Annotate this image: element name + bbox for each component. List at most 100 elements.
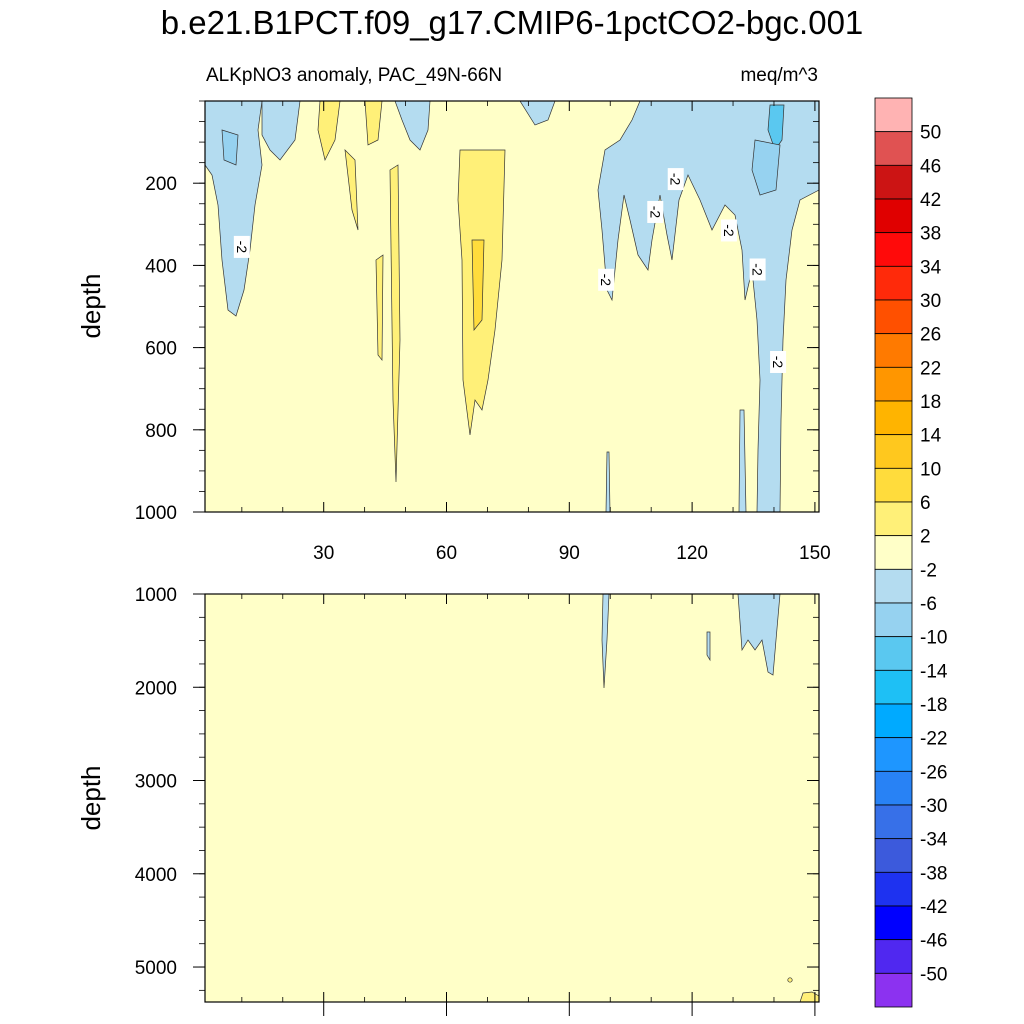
contour-label: -2 — [233, 235, 250, 258]
contour-region-positive-e — [389, 164, 401, 483]
colorbar-label: 30 — [920, 291, 941, 312]
contour-label-text: -2 — [721, 224, 737, 237]
colorbar-swatch — [874, 97, 913, 133]
colorbar-label: -46 — [920, 931, 947, 952]
lower-region-negative-a — [601, 594, 610, 689]
contour-label-text: -2 — [234, 241, 250, 254]
contour-region-positive-b — [344, 149, 359, 231]
colorbar-label: 22 — [920, 358, 941, 379]
contour-label-text: -2 — [668, 173, 684, 186]
y-tick-label: 5000 — [135, 958, 177, 979]
colorbar-swatch — [874, 232, 913, 267]
colorbar-label: -14 — [920, 661, 948, 682]
colorbar-label: -2 — [920, 560, 937, 581]
colorbar-swatch — [874, 703, 913, 739]
x-tick-label: 150 — [799, 543, 831, 564]
lower-panel-background — [205, 594, 819, 1002]
contour-label-bg — [598, 268, 615, 291]
upper-axis-ticks: 30 60 90 120 150 200 400 600 800 1000 — [135, 100, 831, 564]
y-tick-label: 1000 — [135, 585, 177, 606]
contour-label-text: -2 — [750, 263, 766, 276]
colorbar-swatch — [874, 972, 913, 1008]
colorbar-swatch — [874, 501, 913, 537]
y-tick-label: 2000 — [135, 678, 177, 699]
contour-region-negative-west-b — [261, 101, 301, 161]
lower-region-positive-b — [787, 977, 793, 983]
colorbar-swatch — [874, 636, 913, 671]
x-tick-label: 120 — [676, 543, 708, 564]
colorbar-label: -18 — [920, 695, 947, 716]
colorbar-label: 6 — [920, 493, 931, 514]
contour-region-negative-deep-spike2 — [738, 409, 747, 512]
colorbar-swatch — [874, 333, 913, 368]
contour-region-negative-core-west — [221, 129, 239, 166]
colorbar-label: 34 — [920, 257, 942, 278]
colorbar-swatch — [874, 164, 913, 200]
colorbar-label: -34 — [920, 830, 948, 851]
lower-panel: 1000 2000 3000 4000 5000 depth — [76, 585, 820, 1016]
colorbar-swatch — [874, 198, 913, 234]
colorbar-swatch — [874, 804, 913, 840]
colorbar-swatch — [874, 299, 913, 335]
y-tick-label: 400 — [145, 256, 177, 277]
colorbar-label: 50 — [920, 123, 941, 144]
colorbar-label: -30 — [920, 796, 947, 817]
colorbar-swatch — [874, 905, 913, 941]
colorbar-label: 14 — [920, 426, 942, 447]
colorbar-swatch — [874, 366, 913, 402]
contour-region-negative-mid2 — [519, 101, 556, 126]
colorbar-swatch — [874, 467, 913, 503]
colorbar-swatch — [874, 434, 913, 469]
x-tick-label: 30 — [313, 543, 334, 564]
contour-region-negative-deep-spike — [605, 451, 611, 512]
contour-label-bg — [770, 350, 787, 373]
chart-subtitle-left: ALKpNO3 anomaly, PAC_49N-66N — [206, 65, 502, 86]
x-tick-label: 90 — [559, 543, 580, 564]
contour-region-positive-c — [364, 101, 383, 146]
y-tick-label: 800 — [145, 421, 177, 442]
contour-region-negative-mid — [394, 101, 431, 151]
x-tick-label: 60 — [436, 543, 457, 564]
colorbar-swatch — [874, 602, 913, 638]
y-tick-label: 1000 — [135, 503, 177, 524]
y-tick-label: 200 — [145, 174, 177, 195]
contour-region-positive-a — [317, 101, 341, 162]
colorbar-swatch — [874, 568, 913, 604]
contour-label: -2 — [749, 258, 766, 281]
colorbar-label: -42 — [920, 897, 947, 918]
colorbar-swatch — [874, 770, 913, 806]
colorbar-swatch — [874, 131, 913, 166]
colorbar-label: 38 — [920, 224, 941, 245]
contour-label-text: -2 — [770, 356, 786, 369]
chart-title: b.e21.B1PCT.f09_g17.CMIP6-1pctCO2-bgc.00… — [161, 4, 864, 41]
y-tick-label: 600 — [145, 339, 177, 360]
colorbar-label: 42 — [920, 190, 941, 211]
colorbar-swatch — [874, 400, 913, 436]
contour-label-bg — [667, 168, 684, 191]
lower-region-positive-a — [799, 991, 819, 1002]
contour-label: -2 — [770, 350, 787, 373]
colorbar-swatch — [874, 737, 913, 772]
colorbar-label: 46 — [920, 156, 941, 177]
upper-contour-labels: -2 -2 -2 -2 -2 -2 -2 — [233, 168, 787, 373]
contour-label-text: -2 — [598, 274, 614, 287]
colorbar-swatch — [874, 535, 913, 570]
y-tick-label: 4000 — [135, 865, 177, 886]
contour-region-negative-west — [205, 101, 263, 317]
colorbar-label: 10 — [920, 459, 941, 480]
colorbar-label: -10 — [920, 628, 947, 649]
contour-label: -2 — [720, 219, 737, 242]
y-tick-label: 3000 — [135, 772, 177, 793]
colorbar-label: -6 — [920, 594, 937, 615]
colorbar-label: 18 — [920, 392, 941, 413]
colorbar-label: -38 — [920, 863, 947, 884]
contour-region-negative-core-east2 — [751, 139, 781, 196]
colorbar-swatch — [874, 838, 913, 873]
colorbar-label: 26 — [920, 325, 941, 346]
colorbar-label: -26 — [920, 762, 947, 783]
lower-panel-frame — [204, 593, 820, 1003]
contour-label-text: -2 — [647, 206, 663, 219]
colorbar-swatch — [874, 939, 913, 974]
contour-label-bg — [647, 200, 664, 223]
